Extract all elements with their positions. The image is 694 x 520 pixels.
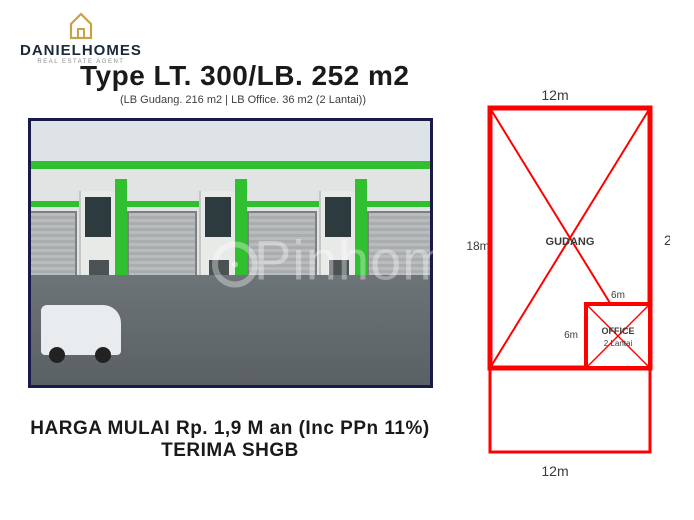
plan-right-label: 25m <box>664 232 670 248</box>
plan-bottom-label: 12m <box>541 463 568 479</box>
building-render <box>28 118 433 388</box>
listing-title-block: Type LT. 300/LB. 252 m2 (LB Gudang. 216 … <box>80 60 409 106</box>
plan-lot-rect <box>490 368 650 452</box>
plan-office-w: 6m <box>611 290 625 301</box>
plan-gudang-label: GUDANG <box>546 236 595 248</box>
brand-name: DANIELHOMES <box>20 42 142 59</box>
plan-office-h: 6m <box>564 330 578 341</box>
type-subtitle: (LB Gudang. 216 m2 | LB Office. 36 m2 (2… <box>120 94 409 106</box>
plan-top-label: 12m <box>541 87 568 103</box>
type-title: Type LT. 300/LB. 252 m2 <box>80 60 409 92</box>
brand-logo: DANIELHOMES REAL ESTATE AGENT <box>20 10 142 65</box>
price-line-2: TERIMA SHGB <box>0 440 460 462</box>
price-block: HARGA MULAI Rp. 1,9 M an (Inc PPn 11%) T… <box>0 418 460 462</box>
plan-office-label1: OFFICE <box>602 326 635 336</box>
house-icon <box>65 10 97 40</box>
plan-office-label2: 2 Lantai <box>604 339 633 348</box>
van-icon <box>41 305 121 355</box>
price-line-1: HARGA MULAI Rp. 1,9 M an (Inc PPn 11%) <box>0 418 460 440</box>
floorplan: 12m 25m 12m 18m GUDANG 6m 6m OFFICE 2 La… <box>460 80 670 480</box>
plan-left-label: 18m <box>466 239 489 253</box>
